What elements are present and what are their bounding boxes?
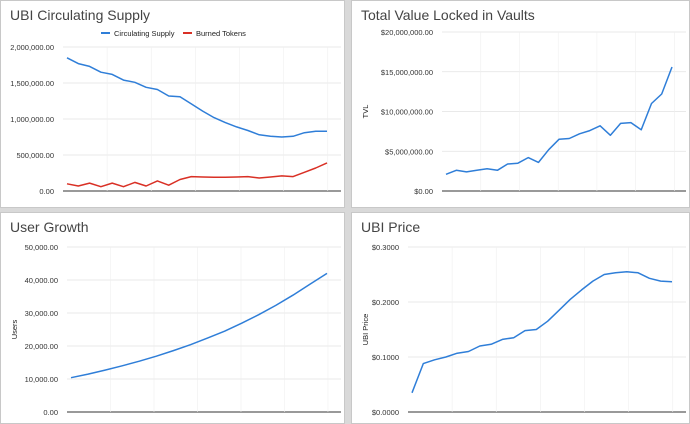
y-tick-label: $0.1000 — [372, 353, 399, 362]
series-line-3 — [411, 270, 673, 394]
tvl-chart: $0.00 $5,000,000.00 $10,000,000.00 $15,000,… — [361, 28, 686, 196]
y-tick-label: $0.3000 — [372, 243, 399, 252]
chart-panel-user-growth[interactable]: User Growth 0.00 10,000.00 20,000.00 30,000… — [0, 212, 345, 424]
chart-panel-ubi-price[interactable]: UBI Price $0.0000 $0.1000 $0.2000 $0.3000 UB… — [351, 212, 690, 424]
y-tick-label: $0.00 — [414, 187, 433, 196]
user-growth-chart: 0.00 10,000.00 20,000.00 30,000.00 40,000.00… — [10, 243, 341, 417]
chart-title: User Growth — [10, 219, 89, 235]
y-tick-label: 1,500,000.00 — [10, 79, 54, 88]
y-tick-label: $10,000,000.00 — [381, 108, 433, 117]
series-line-1 — [445, 66, 673, 175]
chart-panel-circulating-supply[interactable]: UBI Circulating Supply 0.00 500,000.00 1,0… — [0, 0, 345, 208]
y-tick-label: 1,000,000.00 — [10, 115, 54, 124]
y-tick-label: 40,000.00 — [25, 276, 58, 285]
y-tick-label: $20,000,000.00 — [381, 28, 433, 37]
y-axis-label: TVL — [361, 105, 370, 119]
y-tick-label: 30,000.00 — [25, 309, 58, 318]
legend-label: Burned Tokens — [196, 29, 246, 38]
y-axis-label: Users — [10, 319, 19, 339]
y-tick-label: 0.00 — [43, 408, 58, 417]
y-axis-label: UBI Price — [361, 314, 370, 346]
series-line-2 — [70, 272, 328, 379]
series-line-burned-tokens — [66, 162, 328, 188]
chart-panel-tvl[interactable]: Total Value Locked in Vaults $0.00 $5,000… — [351, 0, 690, 208]
ubi-price-chart: $0.0000 $0.1000 $0.2000 $0.3000 UBI Price — [361, 243, 686, 417]
chart-title: Total Value Locked in Vaults — [361, 7, 535, 23]
y-tick-label: $0.0000 — [372, 408, 399, 417]
y-tick-label: 50,000.00 — [25, 243, 58, 252]
y-tick-label: 0.00 — [39, 187, 54, 196]
legend-label: Circulating Supply — [114, 29, 175, 38]
series-line-circulating-supply — [66, 57, 327, 138]
y-tick-label: 2,000,000.00 — [10, 43, 54, 52]
y-tick-label: $0.2000 — [372, 298, 399, 307]
y-tick-label: 10,000.00 — [25, 375, 58, 384]
chart-title: UBI Circulating Supply — [10, 7, 151, 23]
y-tick-label: 500,000.00 — [16, 151, 54, 160]
circulating-supply-chart: 0.00 500,000.00 1,000,000.00 1,500,000.00 2,… — [10, 29, 341, 196]
y-tick-label: 20,000.00 — [25, 342, 58, 351]
y-tick-label: $5,000,000.00 — [385, 147, 433, 156]
chart-title: UBI Price — [361, 219, 421, 235]
y-tick-label: $15,000,000.00 — [381, 68, 433, 77]
